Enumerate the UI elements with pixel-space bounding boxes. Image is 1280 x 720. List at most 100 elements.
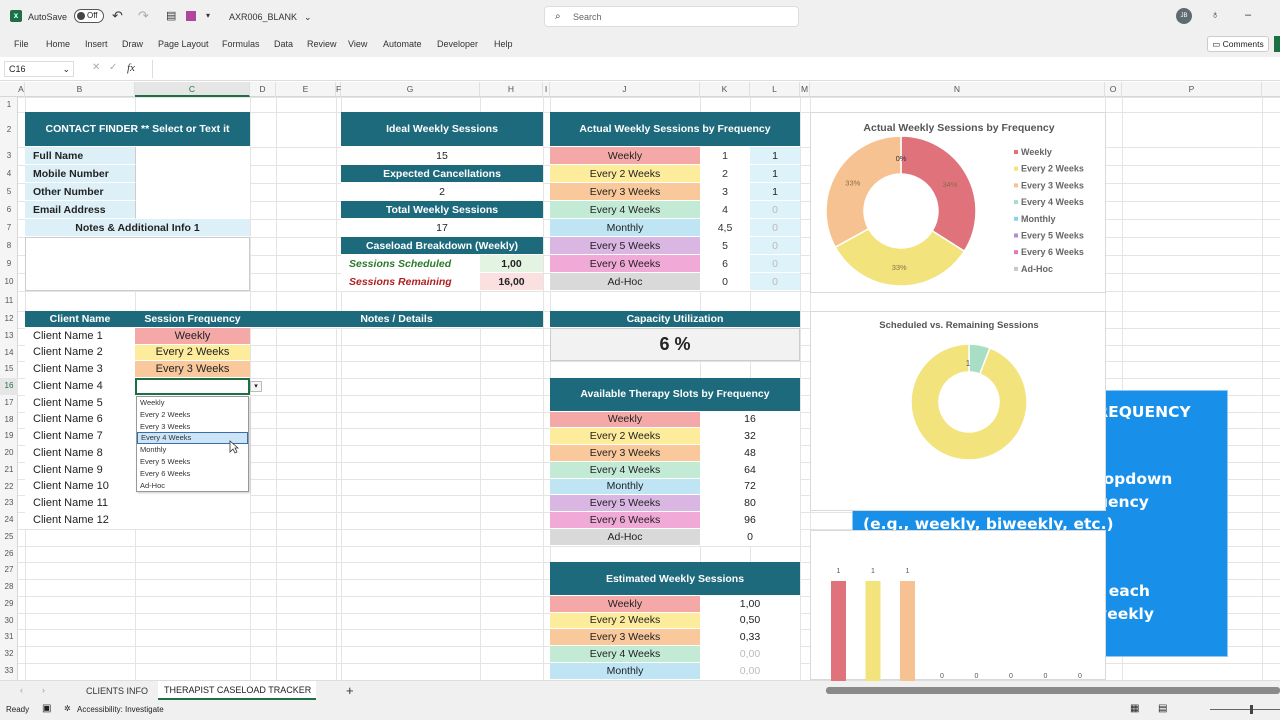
worksheet-grid[interactable]: CONTACT FINDER ** Select or Text it Full … (18, 97, 1280, 680)
zoom-slider[interactable] (1210, 709, 1280, 710)
sheet-tab-clients-info[interactable]: CLIENTS INFO (86, 686, 149, 696)
dropdown-option[interactable]: Ad-Hoc (140, 480, 166, 490)
horizontal-scrollbar[interactable] (826, 687, 1280, 694)
dropdown-option[interactable]: Every 2 Weeks (140, 409, 191, 419)
row-header-24[interactable]: 24 (4, 515, 14, 524)
session-frequency-cell[interactable] (135, 495, 250, 512)
row-header-14[interactable]: 14 (4, 347, 14, 357)
column-header-P[interactable]: P (1122, 82, 1262, 97)
menu-insert[interactable]: Insert (85, 39, 108, 49)
column-header-A[interactable]: A (18, 82, 25, 97)
session-frequency-cell[interactable]: Every 3 Weeks (135, 361, 250, 378)
contact-field-input[interactable] (135, 201, 250, 219)
insert-function-icon[interactable]: fx (127, 62, 135, 74)
row-header-10[interactable]: 10 (4, 277, 14, 286)
sheet-tab-therapist-caseload-tracker[interactable]: THERAPIST CASELOAD TRACKER (158, 681, 316, 700)
row-header-9[interactable]: 9 (6, 259, 12, 268)
menu-help[interactable]: Help (494, 39, 513, 49)
contact-field-input[interactable] (135, 147, 250, 165)
row-header-13[interactable]: 13 (4, 330, 14, 340)
menu-formulas[interactable]: Formulas (222, 39, 260, 49)
menu-view[interactable]: View (348, 39, 368, 49)
scroll-right-icon[interactable]: › (42, 685, 45, 695)
undo-icon[interactable]: ↶ (112, 8, 123, 23)
save-icon[interactable] (186, 11, 196, 21)
column-header-L[interactable]: L (750, 82, 800, 97)
session-frequency-cell[interactable] (135, 512, 250, 529)
client-name[interactable]: Client Name 8 (25, 445, 135, 462)
row-header-21[interactable]: 21 (4, 464, 14, 474)
menu-developer[interactable]: Developer (437, 39, 479, 49)
redo-icon[interactable]: ↷ (138, 8, 149, 23)
client-name[interactable]: Client Name 5 (25, 394, 135, 412)
menu-draw[interactable]: Draw (122, 39, 144, 49)
avatar[interactable]: JB (1176, 8, 1192, 24)
actual-sessions-donut-chart[interactable]: Actual Weekly Sessions by Frequency 34% 33… (810, 112, 1106, 293)
column-header-O[interactable]: O (1105, 82, 1122, 97)
session-frequency-cell[interactable] (135, 378, 250, 395)
dropdown-arrow-button[interactable]: ▾ (250, 381, 262, 392)
row-header-2[interactable]: 2 (6, 125, 12, 134)
column-header-G[interactable]: G (341, 82, 480, 97)
contact-field-input[interactable] (135, 165, 250, 183)
page-layout-view-icon[interactable]: ▤ (1158, 703, 1168, 714)
client-name[interactable]: Client Name 3 (25, 361, 135, 378)
zoom-slider-thumb[interactable] (1250, 705, 1253, 714)
menu-review[interactable]: Review (307, 39, 337, 49)
column-header-C[interactable]: C (135, 82, 250, 97)
row-header-4[interactable]: 4 (6, 169, 12, 178)
client-name[interactable]: Client Name 9 (25, 461, 135, 479)
session-frequency-cell[interactable]: Every 2 Weeks (135, 344, 250, 362)
row-header-18[interactable]: 18 (4, 414, 14, 424)
row-header-22[interactable]: 22 (4, 481, 14, 491)
row-header-30[interactable]: 30 (4, 615, 14, 625)
client-name[interactable]: Client Name 2 (25, 344, 135, 362)
row-header-23[interactable]: 23 (4, 498, 14, 508)
cancel-icon[interactable]: ✕ (92, 62, 101, 73)
row-header-32[interactable]: 32 (4, 649, 14, 658)
row-header-25[interactable]: 25 (4, 531, 14, 541)
dropdown-option[interactable]: Weekly (140, 398, 165, 407)
notes-input[interactable] (25, 237, 250, 291)
dropdown-option[interactable]: Every 4 Weeks (137, 432, 248, 445)
row-header-26[interactable]: 26 (4, 548, 14, 558)
menu-page-layout[interactable]: Page Layout (158, 39, 209, 49)
comments-button[interactable]: ▭ Comments (1207, 36, 1269, 52)
contact-field-input[interactable] (135, 183, 250, 201)
column-header-B[interactable]: B (25, 82, 135, 97)
enter-icon[interactable]: ✓ (109, 62, 118, 73)
column-header-N[interactable]: N (810, 82, 1105, 97)
row-header-20[interactable]: 20 (4, 448, 14, 457)
row-header-11[interactable]: 11 (4, 296, 14, 305)
row-header-7[interactable]: 7 (6, 223, 12, 232)
lightbulb-icon[interactable]: ♁ (1211, 9, 1220, 21)
row-header-19[interactable]: 19 (4, 431, 14, 441)
search-box[interactable]: ⌕ Search (544, 6, 799, 27)
row-header-33[interactable]: 33 (4, 665, 14, 675)
client-name[interactable]: Client Name 7 (25, 428, 135, 445)
column-header-K[interactable]: K (700, 82, 750, 97)
scroll-left-icon[interactable]: ‹ (20, 685, 23, 695)
minimize-icon[interactable]: – (1245, 9, 1252, 21)
column-header-H[interactable]: H (480, 82, 543, 97)
row-header-1[interactable]: 1 (6, 100, 12, 109)
row-header-28[interactable]: 28 (4, 582, 14, 591)
dropdown-option[interactable]: Every 3 Weeks (140, 421, 191, 431)
normal-view-icon[interactable]: ▦ (1130, 703, 1140, 714)
row-header-27[interactable]: 27 (4, 565, 14, 575)
scheduled-vs-remaining-chart[interactable]: Scheduled vs. Remaining Sessions 1 (810, 311, 1106, 511)
dropdown-option[interactable]: Monthly (140, 445, 167, 455)
menu-automate[interactable]: Automate (383, 39, 422, 49)
row-header-6[interactable]: 6 (6, 205, 12, 214)
row-header-31[interactable]: 31 (4, 632, 14, 642)
client-name[interactable]: Client Name 12 (25, 512, 135, 529)
row-header-3[interactable]: 3 (6, 151, 12, 160)
client-name[interactable]: Client Name 11 (25, 495, 135, 512)
dropdown-option[interactable]: Every 5 Weeks (140, 456, 191, 466)
menu-file[interactable]: File (14, 39, 29, 49)
add-sheet-icon[interactable]: + (346, 683, 354, 698)
dropdown-option[interactable]: Every 6 Weeks (140, 468, 191, 478)
client-name[interactable]: Client Name 10 (25, 478, 135, 496)
client-name[interactable]: Client Name 4 (25, 378, 135, 395)
accessibility-status[interactable]: Accessibility: Investigate (77, 705, 164, 714)
